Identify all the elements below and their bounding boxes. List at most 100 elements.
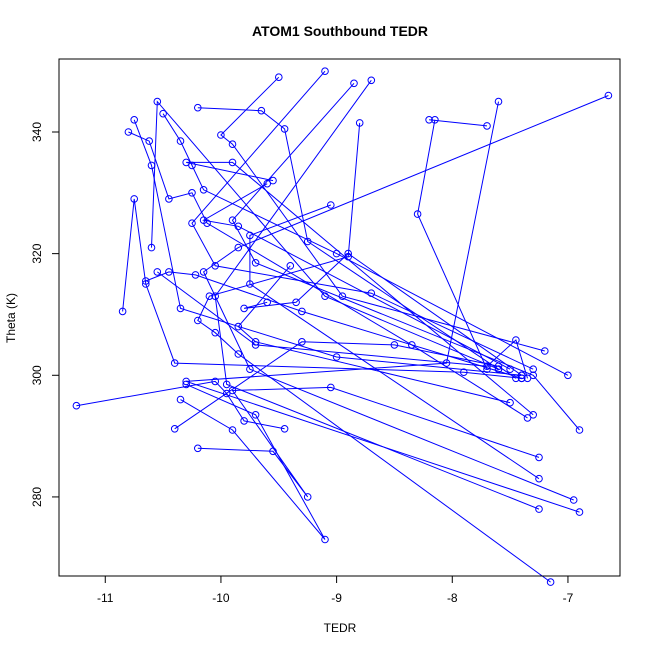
- data-point: [506, 398, 514, 407]
- data-point: [604, 91, 613, 100]
- data-point: [298, 338, 306, 346]
- data-point: [228, 426, 237, 434]
- series-line: [180, 383, 326, 540]
- series-line: [237, 265, 511, 404]
- series-line: [133, 119, 522, 376]
- data-point: [442, 359, 451, 367]
- data-point: [251, 338, 260, 346]
- data-point: [367, 76, 376, 85]
- y-axis: 280 300 320 340: [30, 122, 60, 507]
- data-point: [263, 179, 272, 188]
- series-16: [425, 116, 491, 130]
- data-point: [159, 109, 167, 118]
- data-point: [240, 417, 248, 425]
- data-point: [280, 125, 289, 133]
- series-19: [246, 201, 543, 483]
- data-point: [541, 347, 549, 355]
- series-line: [122, 198, 522, 379]
- data-point: [145, 137, 153, 145]
- data-point: [130, 116, 138, 124]
- series-line: [197, 107, 499, 370]
- series-line: [429, 119, 488, 127]
- y-tick-label: 340: [30, 122, 44, 142]
- series-13: [199, 91, 613, 504]
- data-point: [263, 298, 272, 307]
- data-point: [194, 316, 202, 325]
- data-point: [118, 307, 127, 316]
- series-line: [417, 119, 488, 370]
- data-point: [280, 425, 289, 433]
- data-point: [130, 195, 138, 203]
- data-point: [494, 365, 503, 374]
- data-point: [494, 97, 503, 106]
- data-point: [228, 140, 237, 148]
- plot-frame: [58, 58, 621, 577]
- data-point: [303, 237, 312, 246]
- data-point: [170, 425, 179, 433]
- series-line: [174, 341, 517, 430]
- data-point: [251, 259, 260, 267]
- data-point: [535, 505, 543, 513]
- x-axis-label: TEDR: [324, 621, 357, 635]
- data-point: [350, 79, 358, 88]
- data-point: [546, 578, 555, 586]
- data-point: [529, 371, 538, 380]
- data-point: [228, 216, 237, 224]
- series-line: [220, 76, 545, 352]
- data-point: [523, 374, 532, 383]
- data-point: [153, 97, 162, 106]
- data-point: [217, 131, 225, 139]
- series-layer: [72, 67, 613, 586]
- data-point: [344, 249, 353, 258]
- data-point: [222, 380, 231, 389]
- x-tick-label: -9: [331, 591, 342, 605]
- series-line: [145, 271, 522, 379]
- y-tick-label: 300: [30, 365, 44, 385]
- series-22: [147, 97, 503, 374]
- data-point: [246, 231, 254, 240]
- y-tick-label: 320: [30, 243, 44, 263]
- data-point: [269, 176, 277, 185]
- series-line: [151, 100, 499, 370]
- data-point: [194, 444, 202, 453]
- data-point: [575, 508, 584, 516]
- series-line: [128, 131, 528, 419]
- data-point: [564, 371, 572, 380]
- data-point: [176, 137, 185, 145]
- data-point: [234, 350, 243, 358]
- data-point: [211, 377, 219, 386]
- data-point: [234, 322, 243, 331]
- data-point: [142, 277, 150, 285]
- data-point: [182, 158, 190, 167]
- data-point: [191, 271, 200, 279]
- data-point: [205, 292, 214, 301]
- data-point: [390, 341, 399, 349]
- data-point: [199, 186, 208, 194]
- series-line: [191, 70, 534, 370]
- data-point: [170, 359, 179, 367]
- data-point: [147, 161, 156, 170]
- series-line: [76, 380, 285, 430]
- data-point: [240, 304, 248, 313]
- series-line: [202, 95, 609, 501]
- data-point: [292, 298, 300, 307]
- data-point: [321, 292, 329, 301]
- series-4: [124, 128, 532, 422]
- data-point: [483, 122, 491, 130]
- data-point: [228, 158, 237, 167]
- x-tick-label: -7: [563, 591, 574, 605]
- data-point: [246, 280, 254, 288]
- data-point: [321, 535, 329, 544]
- data-point: [176, 304, 185, 313]
- data-point: [153, 268, 162, 276]
- series-line: [243, 252, 522, 376]
- series-line: [197, 386, 540, 498]
- data-point: [413, 210, 422, 218]
- series-line: [186, 101, 580, 513]
- series-20: [234, 262, 514, 407]
- series-12: [228, 79, 584, 434]
- series-line: [202, 183, 511, 370]
- data-point: [165, 195, 173, 203]
- data-point: [575, 426, 584, 434]
- data-point: [176, 395, 185, 404]
